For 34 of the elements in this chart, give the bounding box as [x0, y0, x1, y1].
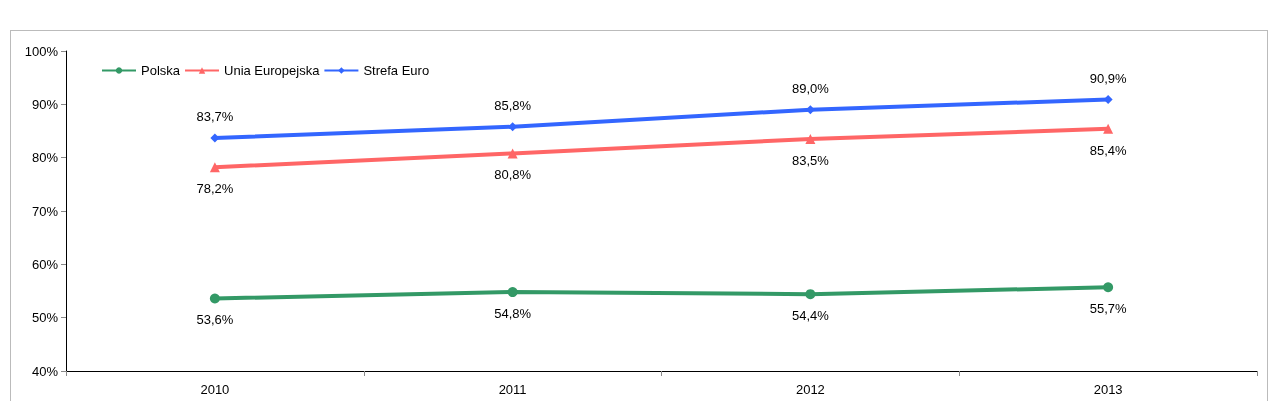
y-tick-label: 40%	[31, 363, 59, 379]
y-tick-label: 60%	[31, 256, 59, 272]
y-tick-label: 80%	[31, 150, 59, 166]
point	[805, 289, 816, 300]
data-label: 90,9%	[1089, 71, 1127, 87]
data-label: 83,5%	[791, 153, 830, 168]
data-label: 78,2%	[196, 181, 234, 197]
x-tick-label: 2010	[200, 382, 230, 397]
legend-label: Unia Europejska	[224, 63, 321, 78]
legend-label: Strefa Euro	[363, 63, 430, 78]
data-label: 83,7%	[196, 109, 234, 125]
data-label: 55,7%	[1089, 301, 1127, 317]
point	[209, 162, 220, 173]
point	[805, 134, 816, 144]
data-label: 85,4%	[1089, 142, 1127, 158]
point	[507, 287, 518, 298]
y-tick-label: 90%	[31, 96, 59, 112]
data-label: 54,4%	[791, 308, 830, 324]
data-label: 54,8%	[494, 306, 532, 322]
y-tick-label: 100%	[24, 43, 59, 59]
point	[1103, 123, 1114, 134]
y-tick-label: 70%	[31, 203, 59, 219]
point	[1103, 282, 1114, 293]
x-tick-label: 2012	[795, 382, 825, 397]
data-label: 53,6%	[196, 312, 234, 328]
legend-label: Polska	[141, 63, 181, 78]
point	[209, 293, 220, 304]
data-label: 80,8%	[494, 167, 532, 183]
data-label: 89,0%	[791, 81, 830, 97]
point	[507, 148, 518, 159]
x-tick-label: 2013	[1093, 382, 1123, 397]
y-tick-label: 50%	[31, 310, 59, 326]
data-label: 85,8%	[494, 98, 532, 114]
x-tick-label: 2011	[498, 382, 527, 397]
